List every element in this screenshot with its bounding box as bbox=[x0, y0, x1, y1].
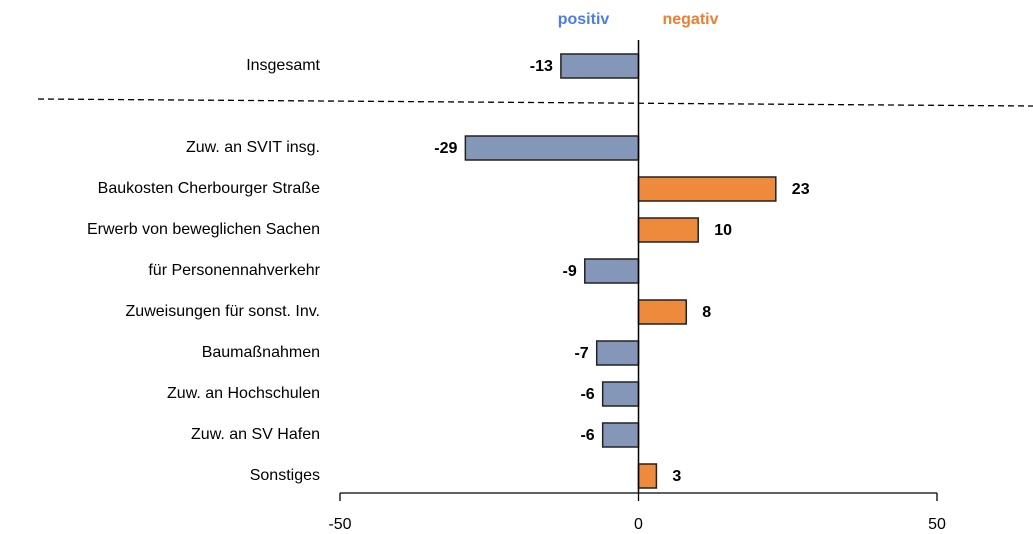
value-label: -13 bbox=[530, 58, 553, 75]
category-label: Insgesamt bbox=[246, 57, 320, 74]
value-label: -6 bbox=[580, 427, 594, 444]
category-label: Baumaßnahmen bbox=[202, 344, 320, 361]
bar bbox=[560, 53, 640, 79]
category-label: Zuw. an SV Hafen bbox=[191, 426, 320, 443]
value-label: -9 bbox=[563, 263, 577, 280]
bar bbox=[584, 258, 640, 284]
value-label: -7 bbox=[574, 345, 588, 362]
category-label: Zuw. an SVIT insg. bbox=[186, 139, 320, 156]
bar bbox=[601, 381, 640, 407]
value-label: 10 bbox=[714, 222, 732, 239]
bar bbox=[637, 299, 688, 325]
bar bbox=[595, 340, 640, 366]
category-label: Baukosten Cherbourger Straße bbox=[98, 180, 320, 197]
bar bbox=[637, 217, 699, 243]
category-label: Erwerb von beweglichen Sachen bbox=[87, 221, 320, 238]
category-label: Sonstiges bbox=[250, 467, 320, 484]
legend-label: negativ bbox=[662, 11, 718, 28]
bar bbox=[637, 463, 658, 489]
bar bbox=[601, 422, 640, 448]
category-label: für Personennahverkehr bbox=[148, 262, 320, 279]
separator bbox=[37, 98, 1033, 107]
value-label: 8 bbox=[702, 304, 711, 321]
value-label: -29 bbox=[434, 140, 457, 157]
legend-label: positiv bbox=[558, 11, 610, 28]
value-label: -6 bbox=[580, 386, 594, 403]
value-label: 23 bbox=[792, 181, 810, 198]
value-label: 3 bbox=[672, 468, 681, 485]
x-tick-label: 50 bbox=[928, 516, 946, 533]
x-tick-label: 0 bbox=[634, 516, 643, 533]
bar bbox=[637, 176, 777, 202]
category-label: Zuweisungen für sonst. Inv. bbox=[126, 303, 320, 320]
bar bbox=[464, 135, 640, 161]
category-label: Zuw. an Hochschulen bbox=[167, 385, 320, 402]
x-tick-label: -50 bbox=[328, 516, 351, 533]
